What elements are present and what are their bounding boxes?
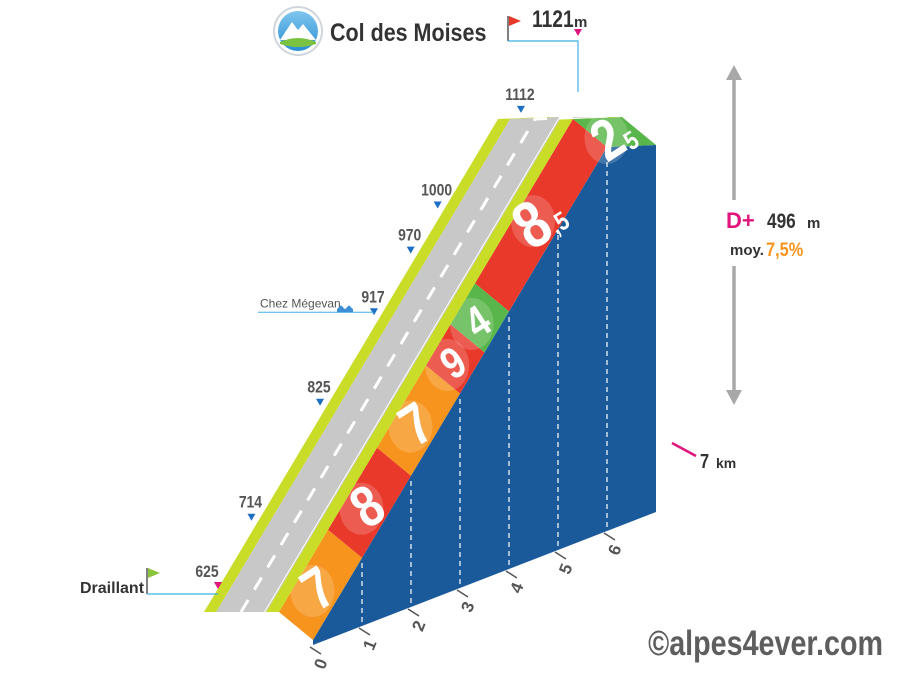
logo-icon (273, 6, 323, 56)
altitude-markers: 625 714 825 917 Chez Mégevan 970 1000 1112 (195, 86, 535, 582)
altitude-marker-icon (247, 513, 256, 521)
km-tick (407, 608, 420, 617)
road-edge-line (264, 116, 608, 613)
altitude-marker-icon (516, 105, 525, 113)
altitude-value: 917 (361, 288, 384, 307)
road-verge-right (266, 117, 622, 612)
km-tick-label: 4 (506, 579, 527, 595)
km-dividers (361, 151, 608, 622)
km-tick (603, 532, 616, 541)
altitude-marker-icon (433, 201, 442, 209)
gradient-segment (279, 529, 362, 640)
altitude-value: 1000 (421, 181, 452, 200)
gradient-segment (573, 117, 656, 147)
average-label: moy. (730, 242, 764, 259)
altitude-marker-icon (369, 308, 378, 316)
km-tick (358, 627, 371, 636)
km-tick-label: 3 (457, 599, 478, 615)
altitude-marker-icon (406, 246, 415, 254)
gradient-segment (475, 119, 607, 312)
start-name: Draillant (80, 580, 145, 597)
altitude-marker-icon (316, 398, 325, 406)
mountain-base (313, 145, 656, 645)
summit-pink-marker (574, 29, 582, 36)
road-centre-line (239, 115, 585, 613)
summit-flag-icon (507, 16, 521, 41)
km-tick-label: 2 (408, 618, 429, 634)
segment-highlight (449, 297, 494, 350)
gradient-segment (377, 365, 460, 476)
altitude-value: 1112 (505, 86, 535, 105)
altitude-value: 714 (239, 494, 263, 513)
base-face (313, 145, 656, 645)
summit-altitude-unit: m (574, 14, 587, 31)
place-name: Chez Mégevan (260, 296, 341, 310)
vertical-arrow (724, 65, 834, 405)
distance-end-unit: km (716, 455, 736, 471)
distance-end-value: 7 (700, 449, 709, 472)
summit-name: Col des Moises (330, 18, 486, 46)
segment-highlight (425, 338, 470, 391)
gradient-segment (426, 324, 485, 394)
segment-highlight (290, 564, 335, 617)
altitude-value: 825 (307, 378, 331, 397)
village-icon (337, 305, 353, 313)
km-tick (554, 551, 567, 560)
start-flag-icon (146, 568, 160, 594)
distance-end-marker (671, 441, 697, 458)
km-tick (505, 570, 518, 579)
elevation-gain-value: 496 (767, 211, 796, 234)
segment-highlight (511, 195, 555, 248)
road-verge-left (204, 117, 559, 612)
altitude-value: 625 (195, 563, 219, 582)
gradient-segment (328, 447, 411, 558)
km-tick-label: 1 (359, 637, 380, 653)
km-tick-label: 5 (555, 561, 576, 577)
start-pink-marker (214, 582, 222, 589)
km-tick (456, 589, 469, 598)
gradient-segments (279, 112, 656, 640)
km-tick-label: 0 (310, 656, 331, 672)
road-surface (204, 115, 622, 613)
segment-highlight (388, 400, 433, 453)
elevation-gain-prefix: D+ (726, 208, 755, 233)
segment-highlight (339, 482, 384, 535)
gradient-segment (450, 283, 509, 353)
km-tick-label: 6 (604, 542, 625, 558)
altitude-value: 970 (398, 226, 421, 245)
summit-altitude: 1121 (532, 5, 574, 33)
elevation-gain-unit: m (807, 215, 820, 232)
km-tick (309, 646, 322, 655)
average-value: 7,5% (766, 239, 803, 260)
summit-leader-line (508, 40, 579, 92)
segment-highlight (584, 112, 629, 164)
copyright-watermark: ©alpes4ever.com (648, 623, 883, 662)
